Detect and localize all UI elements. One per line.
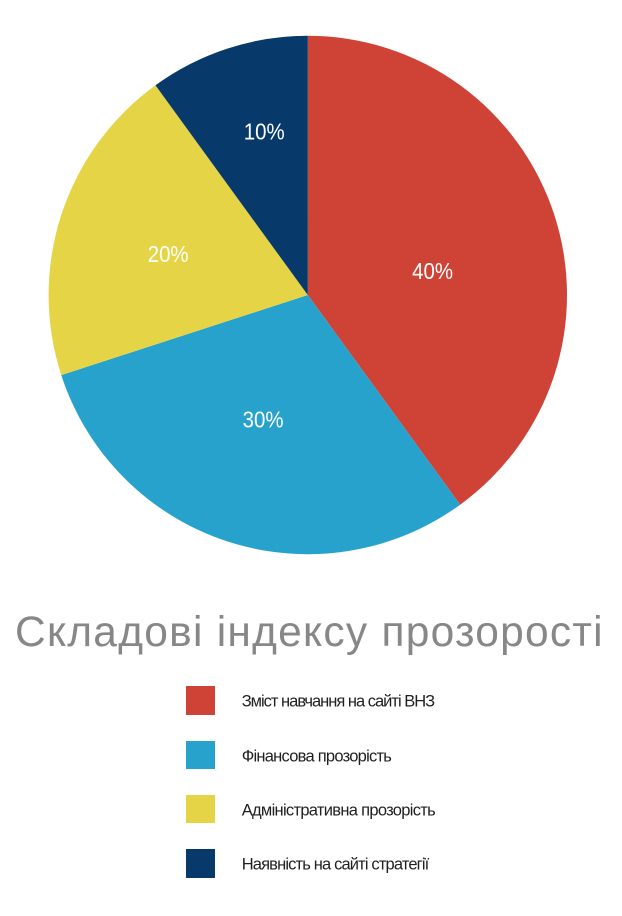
svg-text:20%: 20% — [148, 241, 189, 268]
svg-text:10%: 10% — [244, 118, 285, 145]
svg-text:40%: 40% — [412, 257, 453, 284]
svg-text:30%: 30% — [243, 406, 284, 433]
